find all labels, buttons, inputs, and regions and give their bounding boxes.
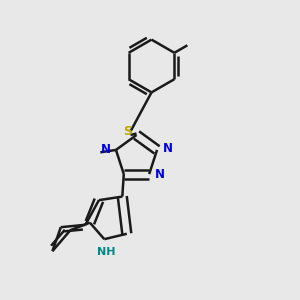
Text: S: S (124, 125, 133, 138)
Text: N: N (154, 168, 165, 181)
Text: N: N (100, 143, 111, 156)
Text: N: N (162, 142, 172, 155)
Text: NH: NH (97, 247, 115, 257)
